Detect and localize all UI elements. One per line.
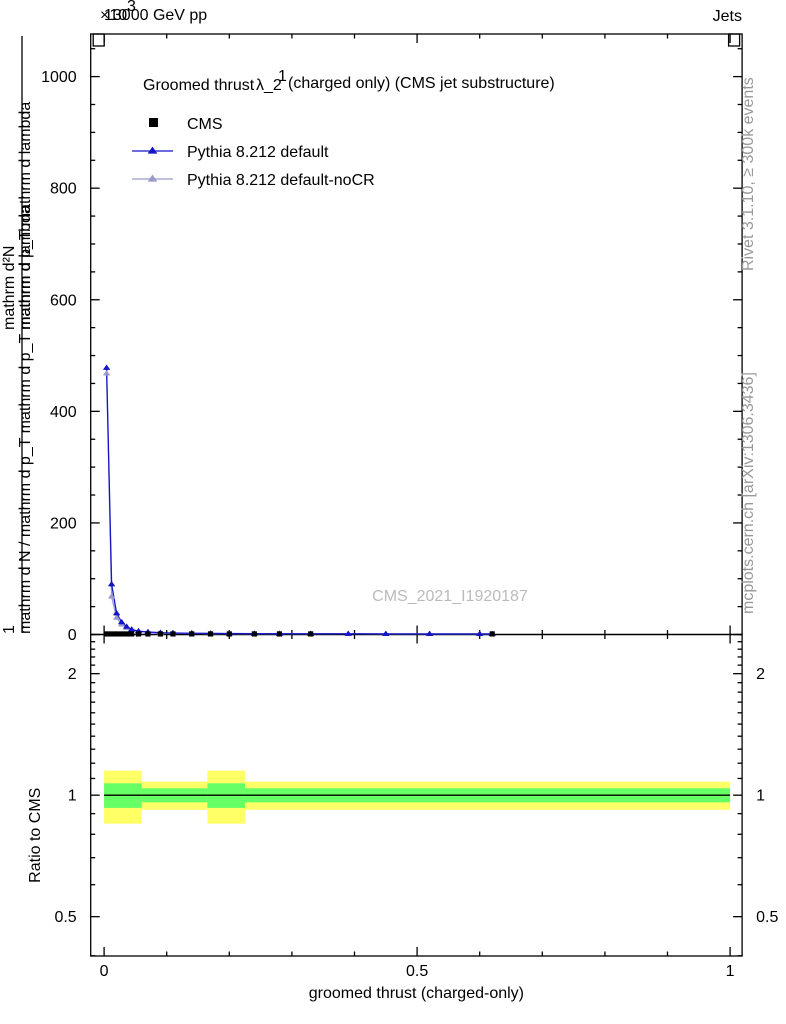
svg-text:400: 400 (50, 404, 77, 421)
svg-text:1: 1 (756, 788, 765, 805)
svg-text:0: 0 (100, 963, 109, 980)
svg-text:CMS_2021_I1920187: CMS_2021_I1920187 (372, 588, 528, 605)
svg-text:2: 2 (68, 666, 77, 683)
svg-text:0.5: 0.5 (54, 909, 76, 926)
svg-text:1: 1 (726, 963, 735, 980)
svg-text:800: 800 (50, 181, 77, 198)
svg-text:mathrm d²N: mathrm d²N (1, 246, 18, 330)
svg-text:1: 1 (68, 788, 77, 805)
svg-text:Pythia 8.212 default: Pythia 8.212 default (187, 144, 329, 161)
svg-text:Jets: Jets (713, 8, 742, 25)
svg-text:13000 GeV pp: 13000 GeV pp (104, 7, 207, 24)
svg-text:mathrm d N / mathrm d p_T math: mathrm d N / mathrm d p_T mathrm d p_T m… (17, 205, 34, 634)
svg-text:2: 2 (756, 666, 765, 683)
svg-text:1000: 1000 (41, 69, 77, 86)
svg-text:CMS: CMS (187, 116, 223, 133)
svg-text:Groomed thrust: Groomed thrust (143, 77, 255, 94)
svg-text:Pythia 8.212 default-noCR: Pythia 8.212 default-noCR (187, 172, 375, 189)
svg-text:Rivet 3.1.10, ≥ 300k events: Rivet 3.1.10, ≥ 300k events (740, 77, 757, 271)
svg-text:1: 1 (1, 625, 18, 634)
svg-text:0: 0 (68, 627, 77, 644)
svg-text:0.5: 0.5 (406, 963, 428, 980)
svg-text:mcplots.cern.ch [arXiv:1306.34: mcplots.cern.ch [arXiv:1306.3436] (740, 372, 757, 614)
svg-text:groomed thrust (charged-only): groomed thrust (charged-only) (309, 985, 524, 1002)
svg-text:0.5: 0.5 (756, 909, 778, 926)
svg-text:600: 600 (50, 292, 77, 309)
svg-text:200: 200 (50, 515, 77, 532)
svg-text:Ratio to CMS: Ratio to CMS (27, 788, 44, 883)
svg-text:(charged only) (CMS jet substr: (charged only) (CMS jet substructure) (288, 75, 555, 92)
svg-text:1: 1 (278, 68, 287, 85)
